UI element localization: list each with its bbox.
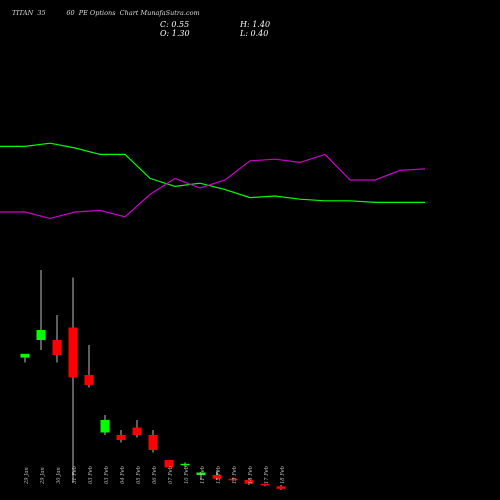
x-tick-label: 11 Feb xyxy=(200,466,206,484)
candle-body xyxy=(164,460,174,468)
open-value: O: 1.30 xyxy=(160,29,190,38)
x-tick-label: 03 Feb xyxy=(88,466,94,484)
x-tick-label: 18 Feb xyxy=(280,466,286,484)
candle-body xyxy=(20,353,30,358)
x-tick-label: 29 Jan xyxy=(40,467,46,485)
candlestick-panel xyxy=(20,270,286,490)
x-tick-label: 14 Feb xyxy=(248,466,254,484)
candle-body xyxy=(228,478,238,481)
line-panel xyxy=(0,142,426,220)
candle-body xyxy=(148,435,158,450)
candle-body xyxy=(260,483,270,486)
x-tick-label: 05 Feb xyxy=(136,466,142,484)
candle-body xyxy=(212,475,222,479)
x-tick-label: 06 Feb xyxy=(152,466,158,484)
x-tick-label: 04 Feb xyxy=(120,466,126,484)
candle-body xyxy=(100,420,110,433)
chart-title: TITAN 35 60 PE Options Chart MunafaSutra… xyxy=(12,9,200,17)
candle-body xyxy=(84,375,94,385)
candle-body xyxy=(180,463,190,466)
x-tick-label: 07 Feb xyxy=(168,466,174,484)
x-tick-label: 13 Feb xyxy=(232,466,238,484)
candle-body xyxy=(68,327,78,378)
line-series-0 xyxy=(0,142,425,203)
candle-body xyxy=(196,472,206,475)
candle-body xyxy=(116,435,126,440)
candle-body xyxy=(52,340,62,355)
x-tick-label: 31 Feb xyxy=(72,466,78,484)
candle-body xyxy=(132,427,142,435)
x-tick-label: 29 Jan xyxy=(24,467,30,485)
x-axis-labels: 29 Jan 29 Jan 30 Jan 31 Feb 03 Feb 03 Feb 04 F… xyxy=(24,466,286,485)
x-tick-label: 03 Feb xyxy=(104,466,110,484)
candle-body xyxy=(244,480,254,484)
candle-body xyxy=(276,486,286,489)
line-series-1 xyxy=(0,153,426,220)
x-tick-label: 17 Feb xyxy=(264,466,270,484)
candle-body xyxy=(36,330,46,340)
x-tick-label: 10 Feb xyxy=(184,466,190,484)
close-value: C: 0.55 xyxy=(160,20,190,29)
x-tick-label: 30 Jan xyxy=(56,467,62,484)
high-value: H: 1.40 xyxy=(240,20,271,29)
x-tick-label: 12 Feb xyxy=(216,466,222,484)
low-value: L: 0.40 xyxy=(240,29,269,38)
